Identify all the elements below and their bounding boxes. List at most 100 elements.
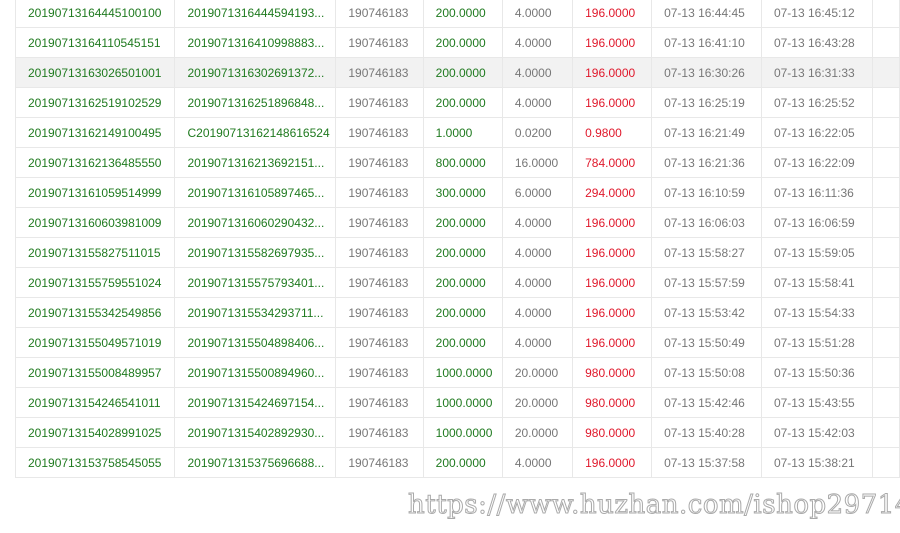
cell-fee: 4.0000 (501, 0, 574, 28)
table-row[interactable]: 20190713154246541011 2019071315424697154.… (14, 387, 900, 418)
cell-amount: 200.0000 (422, 0, 503, 28)
table-row[interactable]: 20190713155008489957 2019071315500894960.… (14, 357, 900, 388)
cell-user-id: 190746183 (335, 447, 424, 478)
cell-user-id: 190746183 (335, 117, 424, 148)
cell-fee: 0.0200 (501, 117, 574, 148)
cell-paid-time: 07-13 15:43:55 (760, 387, 873, 418)
cell-net-amount: 196.0000 (572, 237, 653, 268)
table-row[interactable]: 20190713153758545055 2019071315375696688.… (14, 447, 900, 478)
cell-net-amount: 784.0000 (572, 147, 653, 178)
table-row[interactable]: 20190713162136485550 2019071316213692151.… (14, 147, 900, 178)
cell-net-amount: 196.0000 (572, 57, 653, 88)
table-row[interactable]: 20190713163026501001 2019071316302691372.… (14, 57, 900, 88)
table-row[interactable]: 20190713154028991025 2019071315402892930.… (14, 417, 900, 448)
cell-created-time: 07-13 15:50:08 (651, 357, 762, 388)
table-row[interactable]: 20190713162519102529 2019071316251896848.… (14, 87, 900, 118)
cell-fee: 4.0000 (501, 237, 574, 268)
cell-created-time: 07-13 16:41:10 (651, 27, 762, 58)
table-row[interactable]: 20190713162149100495 C2019071316214861652… (14, 117, 900, 148)
cell-fee: 20.0000 (501, 417, 574, 448)
cell-overflow (871, 177, 900, 208)
cell-paid-time: 07-13 15:58:41 (760, 267, 873, 298)
cell-amount: 200.0000 (422, 57, 503, 88)
cell-overflow (871, 207, 900, 238)
cell-overflow (871, 357, 900, 388)
cell-order-id: 20190713164110545151 (14, 27, 176, 58)
cell-paid-time: 07-13 16:06:59 (760, 207, 873, 238)
cell-amount: 200.0000 (422, 327, 503, 358)
cell-created-time: 07-13 15:57:59 (651, 267, 762, 298)
cell-trade-no: 2019071316251896848... (174, 87, 337, 118)
cell-amount: 200.0000 (422, 237, 503, 268)
watermark: https://www.huzhan.com/ishop29714 (408, 490, 900, 521)
table-row[interactable]: 20190713160603981009 2019071316060290432.… (14, 207, 900, 238)
cell-fee: 16.0000 (501, 147, 574, 178)
cell-created-time: 07-13 15:37:58 (651, 447, 762, 478)
cell-user-id: 190746183 (335, 207, 424, 238)
cell-fee: 20.0000 (501, 387, 574, 418)
cell-user-id: 190746183 (335, 357, 424, 388)
cell-net-amount: 196.0000 (572, 207, 653, 238)
cell-user-id: 190746183 (335, 177, 424, 208)
cell-amount: 200.0000 (422, 27, 503, 58)
cell-amount: 800.0000 (422, 147, 503, 178)
cell-order-id: 20190713154246541011 (14, 387, 176, 418)
cell-order-id: 20190713162149100495 (14, 117, 176, 148)
table-row[interactable]: 20190713155049571019 2019071315504898406.… (14, 327, 900, 358)
table-row[interactable]: 20190713164110545151 2019071316410998883.… (14, 27, 900, 58)
cell-created-time: 07-13 16:21:36 (651, 147, 762, 178)
cell-fee: 4.0000 (501, 207, 574, 238)
table-row[interactable]: 20190713155827511015 2019071315582697935.… (14, 237, 900, 268)
cell-overflow (871, 417, 900, 448)
cell-paid-time: 07-13 15:59:05 (760, 237, 873, 268)
table-row[interactable]: 20190713155342549856 2019071315534293711.… (14, 297, 900, 328)
cell-order-id: 20190713162519102529 (14, 87, 176, 118)
cell-user-id: 190746183 (335, 0, 424, 28)
cell-net-amount: 980.0000 (572, 387, 653, 418)
cell-net-amount: 196.0000 (572, 0, 653, 28)
orders-table-body: 20190713164445100100 2019071316444594193.… (14, 0, 900, 478)
table-row[interactable]: 20190713164445100100 2019071316444594193.… (14, 0, 900, 28)
cell-paid-time: 07-13 15:51:28 (760, 327, 873, 358)
cell-fee: 4.0000 (501, 447, 574, 478)
cell-created-time: 07-13 16:06:03 (651, 207, 762, 238)
cell-net-amount: 196.0000 (572, 327, 653, 358)
cell-overflow (871, 327, 900, 358)
cell-fee: 6.0000 (501, 177, 574, 208)
cell-order-id: 20190713155342549856 (14, 297, 176, 328)
cell-trade-no: 2019071316302691372... (174, 57, 337, 88)
cell-amount: 200.0000 (422, 267, 503, 298)
cell-fee: 4.0000 (501, 57, 574, 88)
cell-created-time: 07-13 16:30:26 (651, 57, 762, 88)
cell-fee: 4.0000 (501, 267, 574, 298)
cell-trade-no: 2019071315534293711... (174, 297, 337, 328)
cell-user-id: 190746183 (335, 297, 424, 328)
cell-paid-time: 07-13 15:42:03 (760, 417, 873, 448)
cell-user-id: 190746183 (335, 87, 424, 118)
cell-created-time: 07-13 15:42:46 (651, 387, 762, 418)
cell-overflow (871, 117, 900, 148)
cell-amount: 200.0000 (422, 297, 503, 328)
cell-overflow (871, 87, 900, 118)
cell-amount: 1.0000 (422, 117, 503, 148)
cell-user-id: 190746183 (335, 267, 424, 298)
cell-user-id: 190746183 (335, 327, 424, 358)
cell-order-id: 20190713160603981009 (14, 207, 176, 238)
table-row[interactable]: 20190713155759551024 2019071315575793401.… (14, 267, 900, 298)
table-row[interactable]: 20190713161059514999 2019071316105897465.… (14, 177, 900, 208)
cell-trade-no: 2019071315424697154... (174, 387, 337, 418)
cell-amount: 1000.0000 (422, 417, 503, 448)
cell-net-amount: 980.0000 (572, 417, 653, 448)
cell-paid-time: 07-13 16:31:33 (760, 57, 873, 88)
cell-user-id: 190746183 (335, 237, 424, 268)
cell-trade-no: 2019071316444594193... (174, 0, 337, 28)
cell-user-id: 190746183 (335, 417, 424, 448)
cell-order-id: 20190713154028991025 (14, 417, 176, 448)
cell-fee: 4.0000 (501, 327, 574, 358)
cell-amount: 200.0000 (422, 447, 503, 478)
cell-overflow (871, 267, 900, 298)
cell-net-amount: 196.0000 (572, 297, 653, 328)
cell-amount: 300.0000 (422, 177, 503, 208)
cell-created-time: 07-13 16:25:19 (651, 87, 762, 118)
cell-created-time: 07-13 16:21:49 (651, 117, 762, 148)
